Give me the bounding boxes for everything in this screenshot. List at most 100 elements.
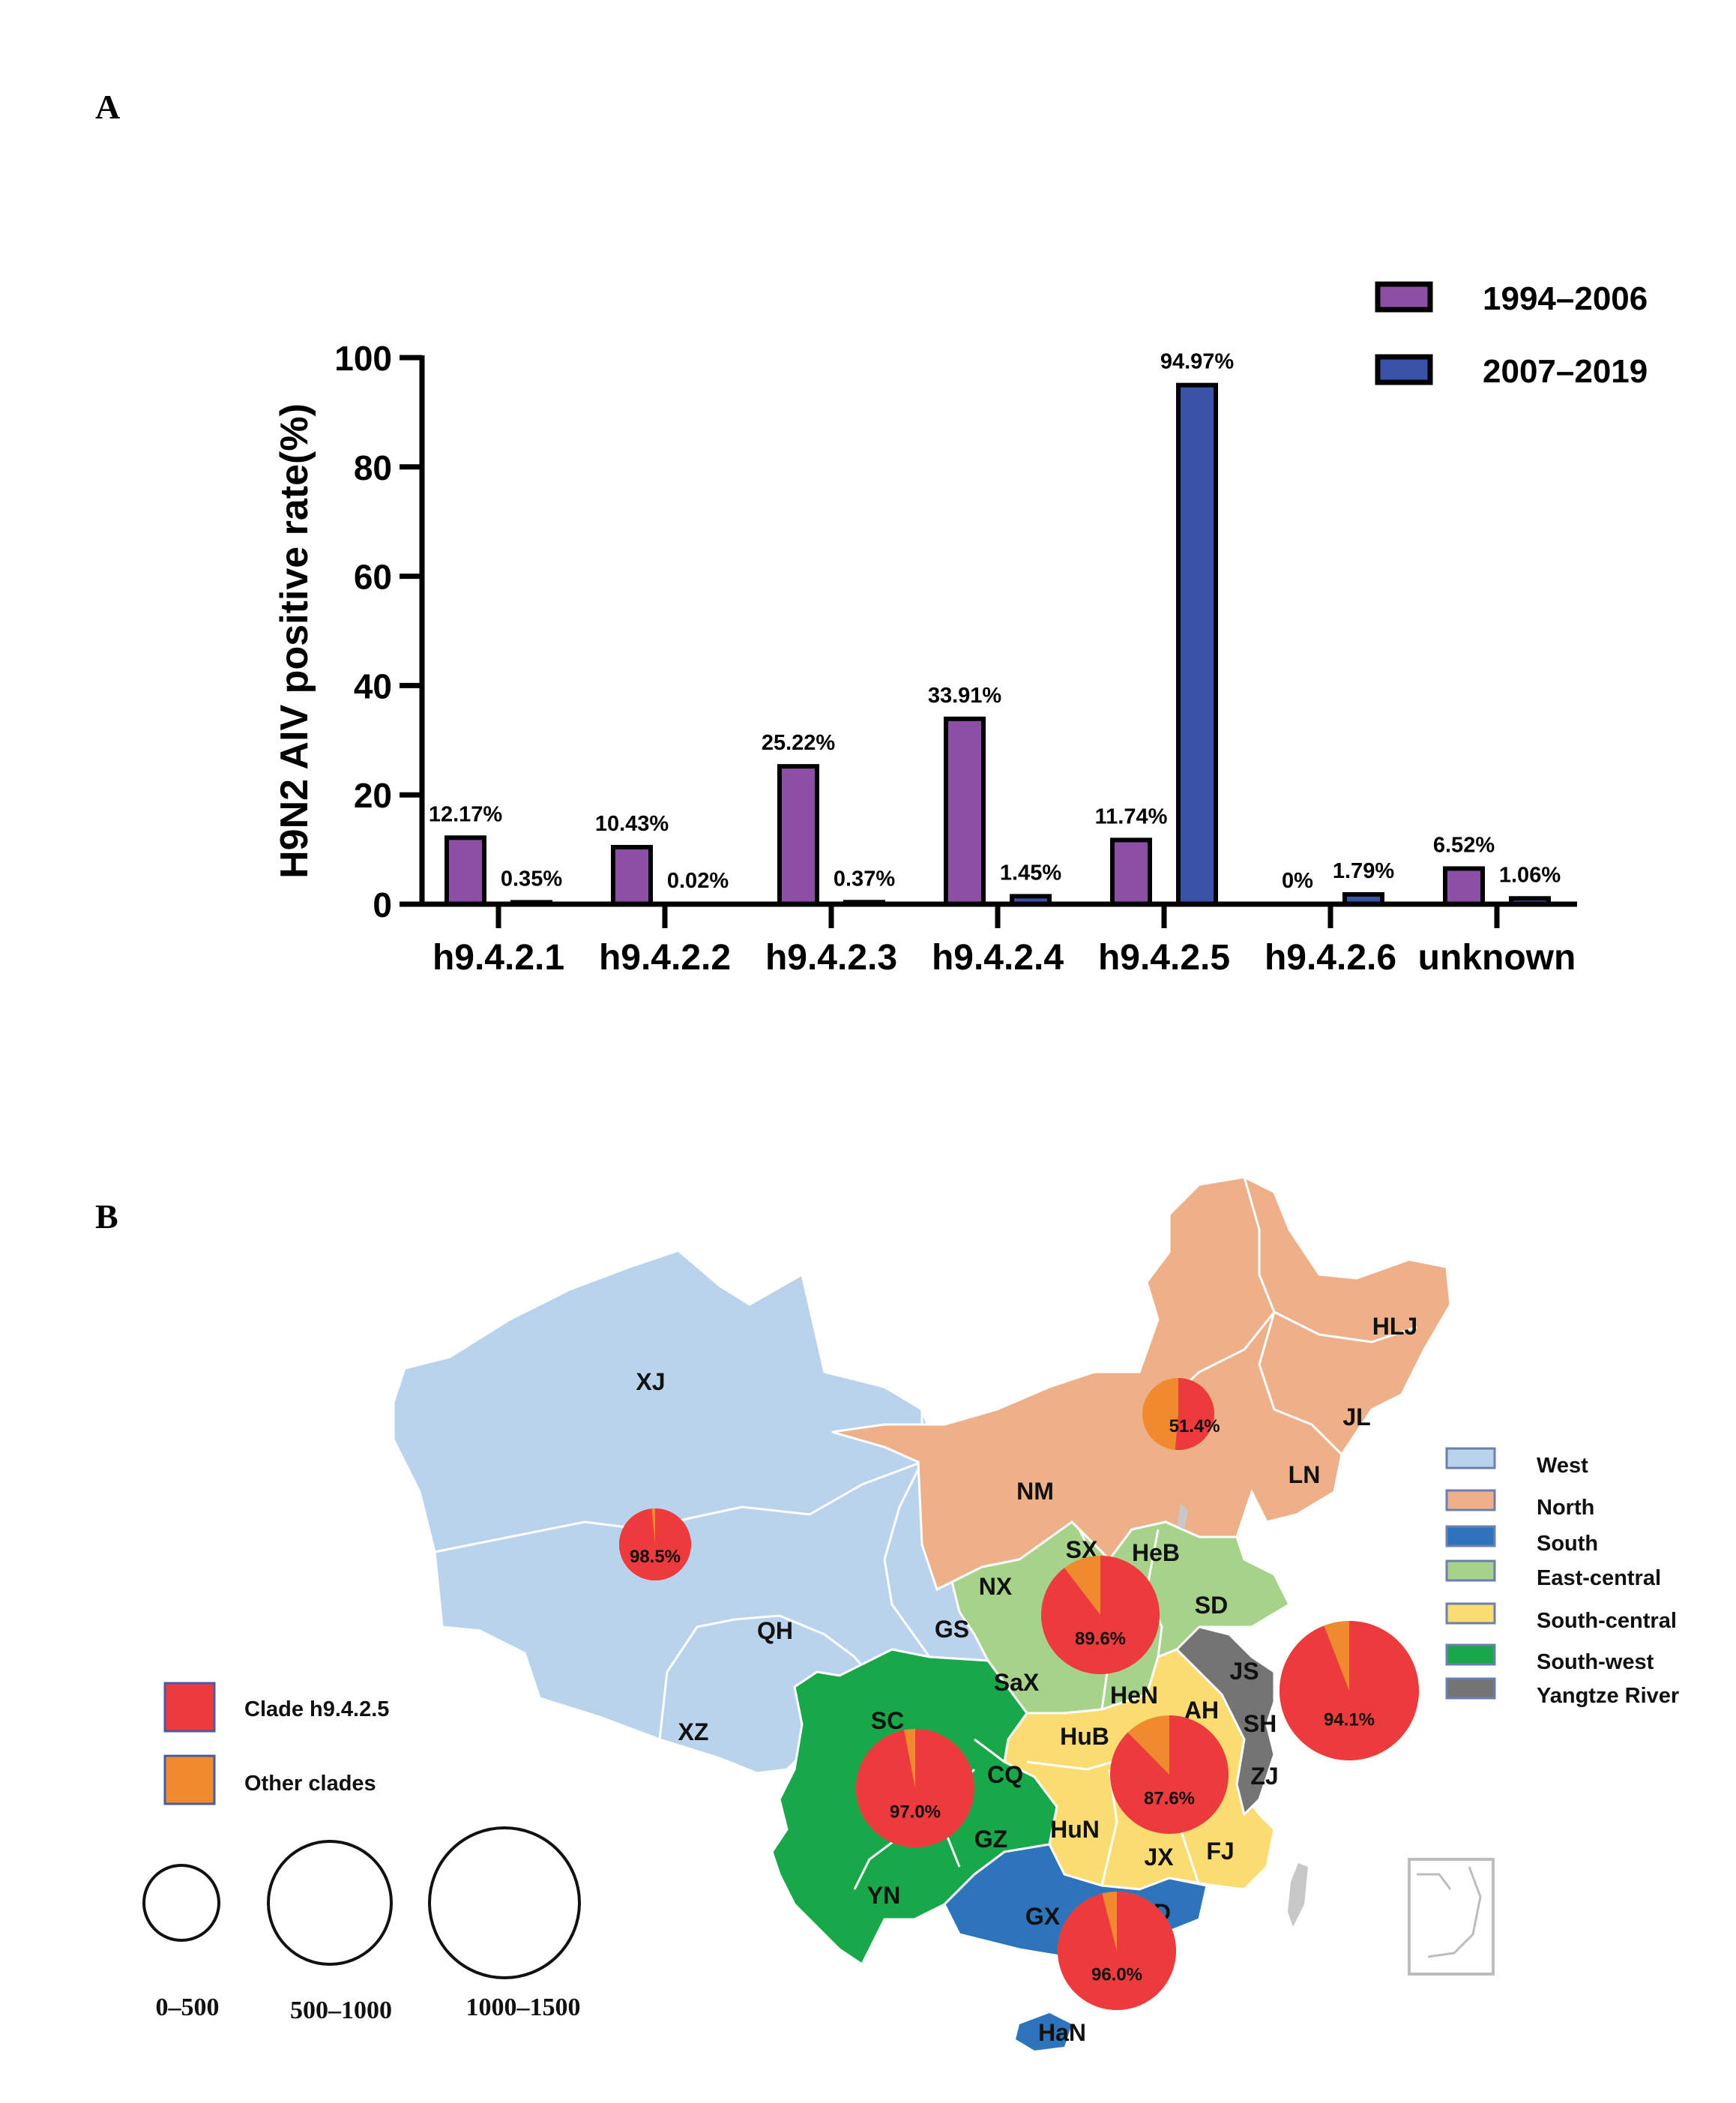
size-circle-large: [428, 1826, 581, 1979]
region-south-hainan: [1016, 2013, 1072, 2051]
province-label-fj: FJ: [1206, 1838, 1234, 1865]
y-tick-label-20: 20: [354, 776, 392, 815]
province-label-gs: GS: [935, 1616, 969, 1643]
region-label-south-central: South-central: [1537, 1609, 1677, 1633]
size-label-large: 1000–1500: [466, 1994, 581, 2021]
category-label-unknown: unknown: [1418, 938, 1576, 978]
province-label-nm: NM: [1016, 1478, 1054, 1505]
province-label-sd: SD: [1195, 1592, 1228, 1619]
clade-swatch-h9425: [163, 1682, 216, 1733]
region-swatch-east-central: [1445, 1559, 1496, 1582]
border-qinghai: [658, 1614, 893, 1740]
data-label-early-h9.4.2.1: 12.17%: [429, 802, 503, 826]
data-label-early-h9.4.2.2: 10.43%: [595, 812, 669, 836]
chart-legend: 1994–2006 2007–2019: [1375, 280, 1648, 390]
province-label-gz: GZ: [974, 1826, 1007, 1853]
panel-label-b: B: [95, 1197, 118, 1236]
province-label-heb: HeB: [1132, 1539, 1180, 1566]
province-label-qh: QH: [757, 1617, 793, 1644]
category-label-h9.4.2.4: h9.4.2.4: [932, 938, 1064, 978]
region-swatch-north: [1445, 1489, 1496, 1511]
south-china-sea-inset: [1408, 1858, 1495, 1976]
bar-chart: H9N2 AIV positive rate(%) 0 20 40 60 80 100 1…: [273, 280, 1648, 978]
pie-label-south-west: 97.0%: [890, 1802, 941, 1823]
category-label-h9.4.2.6: h9.4.2.6: [1265, 938, 1396, 978]
province-label-xz: XZ: [678, 1718, 709, 1745]
bohai-islet: [1177, 1503, 1188, 1529]
data-label-late-h9.4.2.2: 0.02%: [667, 869, 729, 893]
size-circle-small: [142, 1864, 220, 1942]
bar-early-unknown: [1443, 866, 1485, 907]
y-tick-label-0: 0: [373, 885, 392, 924]
pie-clade-south-central: [1109, 1715, 1229, 1834]
y-axis-label: H9N2 AIV positive rate(%): [273, 403, 316, 879]
data-label-late-h9.4.2.6: 1.79%: [1333, 859, 1394, 883]
pie-clade-west: [618, 1508, 691, 1580]
size-label-small: 0–500: [156, 1994, 220, 2021]
bar-late-h9.4.2.5: [1176, 382, 1218, 906]
province-label-nx: NX: [979, 1573, 1013, 1600]
bar-early-h9.4.2.4: [944, 716, 986, 906]
category-label-h9.4.2.3: h9.4.2.3: [765, 938, 897, 978]
panel-label-a: A: [95, 88, 120, 126]
pie-label-south-central: 87.6%: [1144, 1789, 1195, 1809]
legend-label-2007-2019: 2007–2019: [1483, 353, 1648, 390]
region-swatch-south: [1445, 1525, 1496, 1547]
data-label-early-h9.4.2.6: 0%: [1282, 869, 1313, 893]
province-label-hun: HuN: [1050, 1816, 1100, 1843]
category-label-h9.4.2.1: h9.4.2.1: [433, 938, 564, 978]
y-tick-label-40: 40: [354, 667, 392, 705]
bar-early-h9.4.2.1: [444, 835, 486, 906]
province-label-sh: SH: [1244, 1710, 1277, 1737]
province-label-ln: LN: [1289, 1461, 1321, 1488]
province-label-zj: ZJ: [1250, 1763, 1278, 1790]
province-label-js: JS: [1229, 1658, 1259, 1685]
pie-clade-south: [1058, 1892, 1176, 2011]
pie-label-east-central: 89.6%: [1075, 1629, 1126, 1649]
region-swatch-yangtze-river: [1445, 1677, 1496, 1700]
region-label-south-west: South-west: [1537, 1650, 1654, 1674]
province-label-han: HaN: [1038, 2019, 1086, 2046]
pie-label-west: 98.5%: [630, 1547, 681, 1567]
legend-swatch-1994-2006: [1375, 281, 1433, 313]
category-label-h9.4.2.5: h9.4.2.5: [1098, 938, 1230, 978]
clade-legend: Clade h9.4.2.5 Other clades: [163, 1682, 389, 1805]
pie-clade-yangtze-river: [1279, 1621, 1419, 1760]
clade-swatch-other: [163, 1754, 216, 1805]
size-legend: 0–500 500–1000 1000–1500: [142, 1826, 581, 2024]
province-label-hub: HuB: [1060, 1723, 1109, 1750]
province-label-hen: HeN: [1110, 1682, 1158, 1709]
clade-label-h9425: Clade h9.4.2.5: [244, 1697, 389, 1721]
data-label-late-unknown: 1.06%: [1499, 863, 1561, 887]
bar-early-h9.4.2.2: [611, 844, 653, 907]
data-label-early-h9.4.2.3: 25.22%: [762, 731, 836, 755]
y-tick-label-80: 80: [354, 448, 392, 487]
pie-label-north: 51.4%: [1169, 1416, 1220, 1436]
region-label-north: North: [1537, 1496, 1594, 1520]
province-label-gx: GX: [1025, 1903, 1061, 1930]
pie-clade-north: [1175, 1378, 1214, 1450]
province-label-xj: XJ: [636, 1368, 665, 1395]
province-label-cq: CQ: [987, 1761, 1023, 1788]
border-xinjiang: [434, 1460, 941, 1553]
taiwan: [1288, 1863, 1308, 1927]
region-label-yangtze-river: Yangtze River: [1537, 1684, 1679, 1708]
bar-early-h9.4.2.5: [1110, 837, 1152, 907]
inset-coast: [1417, 1866, 1482, 1958]
data-label-early-h9.4.2.4: 33.91%: [928, 684, 1002, 708]
pie-clade-south-west: [856, 1729, 975, 1847]
y-tick-label-60: 60: [354, 558, 392, 597]
legend-label-1994-2006: 1994–2006: [1483, 280, 1648, 317]
region-swatch-west: [1445, 1447, 1496, 1469]
region-swatch-south-central: [1445, 1602, 1496, 1625]
data-label-late-h9.4.2.3: 0.37%: [834, 867, 895, 891]
region-swatch-south-west: [1445, 1643, 1496, 1666]
bar-early-h9.4.2.3: [777, 764, 819, 906]
data-label-late-h9.4.2.5: 94.97%: [1160, 350, 1235, 374]
category-label-h9.4.2.2: h9.4.2.2: [599, 938, 731, 978]
region-label-south: South: [1537, 1532, 1598, 1556]
province-label-yn: YN: [867, 1882, 900, 1909]
region-legend: West North South East-central South-central S…: [1445, 1447, 1679, 1708]
pie-label-south: 96.0%: [1091, 1965, 1142, 1985]
